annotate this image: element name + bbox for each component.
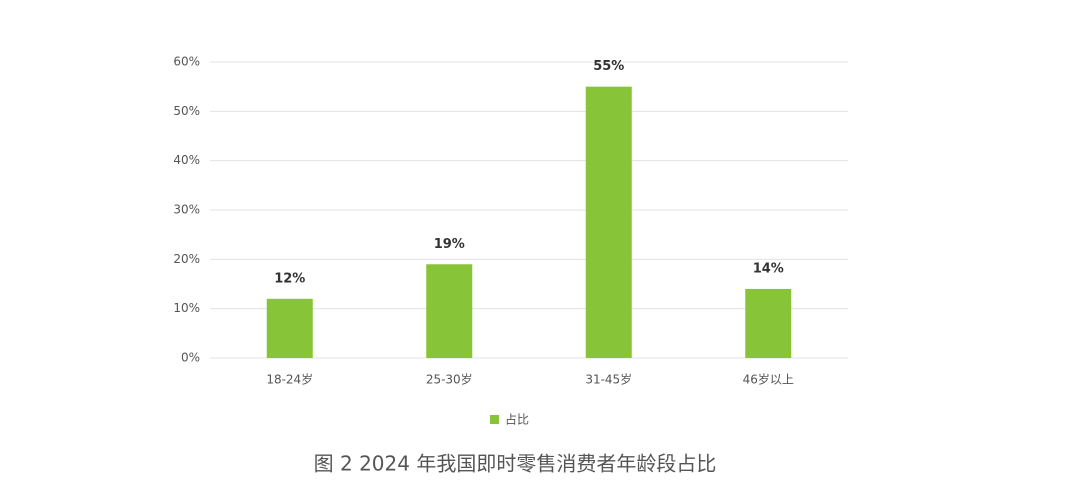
x-tick-label: 18-24岁 bbox=[266, 372, 313, 387]
y-tick-label: 50% bbox=[173, 104, 200, 118]
bar bbox=[585, 86, 632, 359]
legend-swatch bbox=[490, 415, 499, 424]
legend-label: 占比 bbox=[505, 412, 529, 427]
x-tick-label: 25-30岁 bbox=[426, 372, 473, 387]
bar bbox=[266, 298, 313, 358]
y-tick-label: 60% bbox=[173, 55, 200, 69]
y-tick-label: 0% bbox=[181, 351, 200, 365]
x-tick-label: 46岁以上 bbox=[743, 372, 794, 387]
x-tick-label: 31-45岁 bbox=[585, 372, 632, 387]
data-label: 14% bbox=[753, 261, 784, 276]
y-tick-label: 20% bbox=[173, 252, 200, 266]
data-label: 55% bbox=[593, 59, 624, 74]
data-label: 12% bbox=[274, 271, 305, 286]
y-tick-label: 30% bbox=[173, 203, 200, 217]
chart-title: 图 2 2024 年我国即时零售消费者年龄段占比 bbox=[314, 452, 717, 476]
data-label: 19% bbox=[434, 237, 465, 252]
bar bbox=[426, 264, 473, 358]
bar bbox=[745, 288, 792, 358]
y-tick-label: 10% bbox=[173, 301, 200, 315]
y-tick-label: 40% bbox=[173, 153, 200, 167]
